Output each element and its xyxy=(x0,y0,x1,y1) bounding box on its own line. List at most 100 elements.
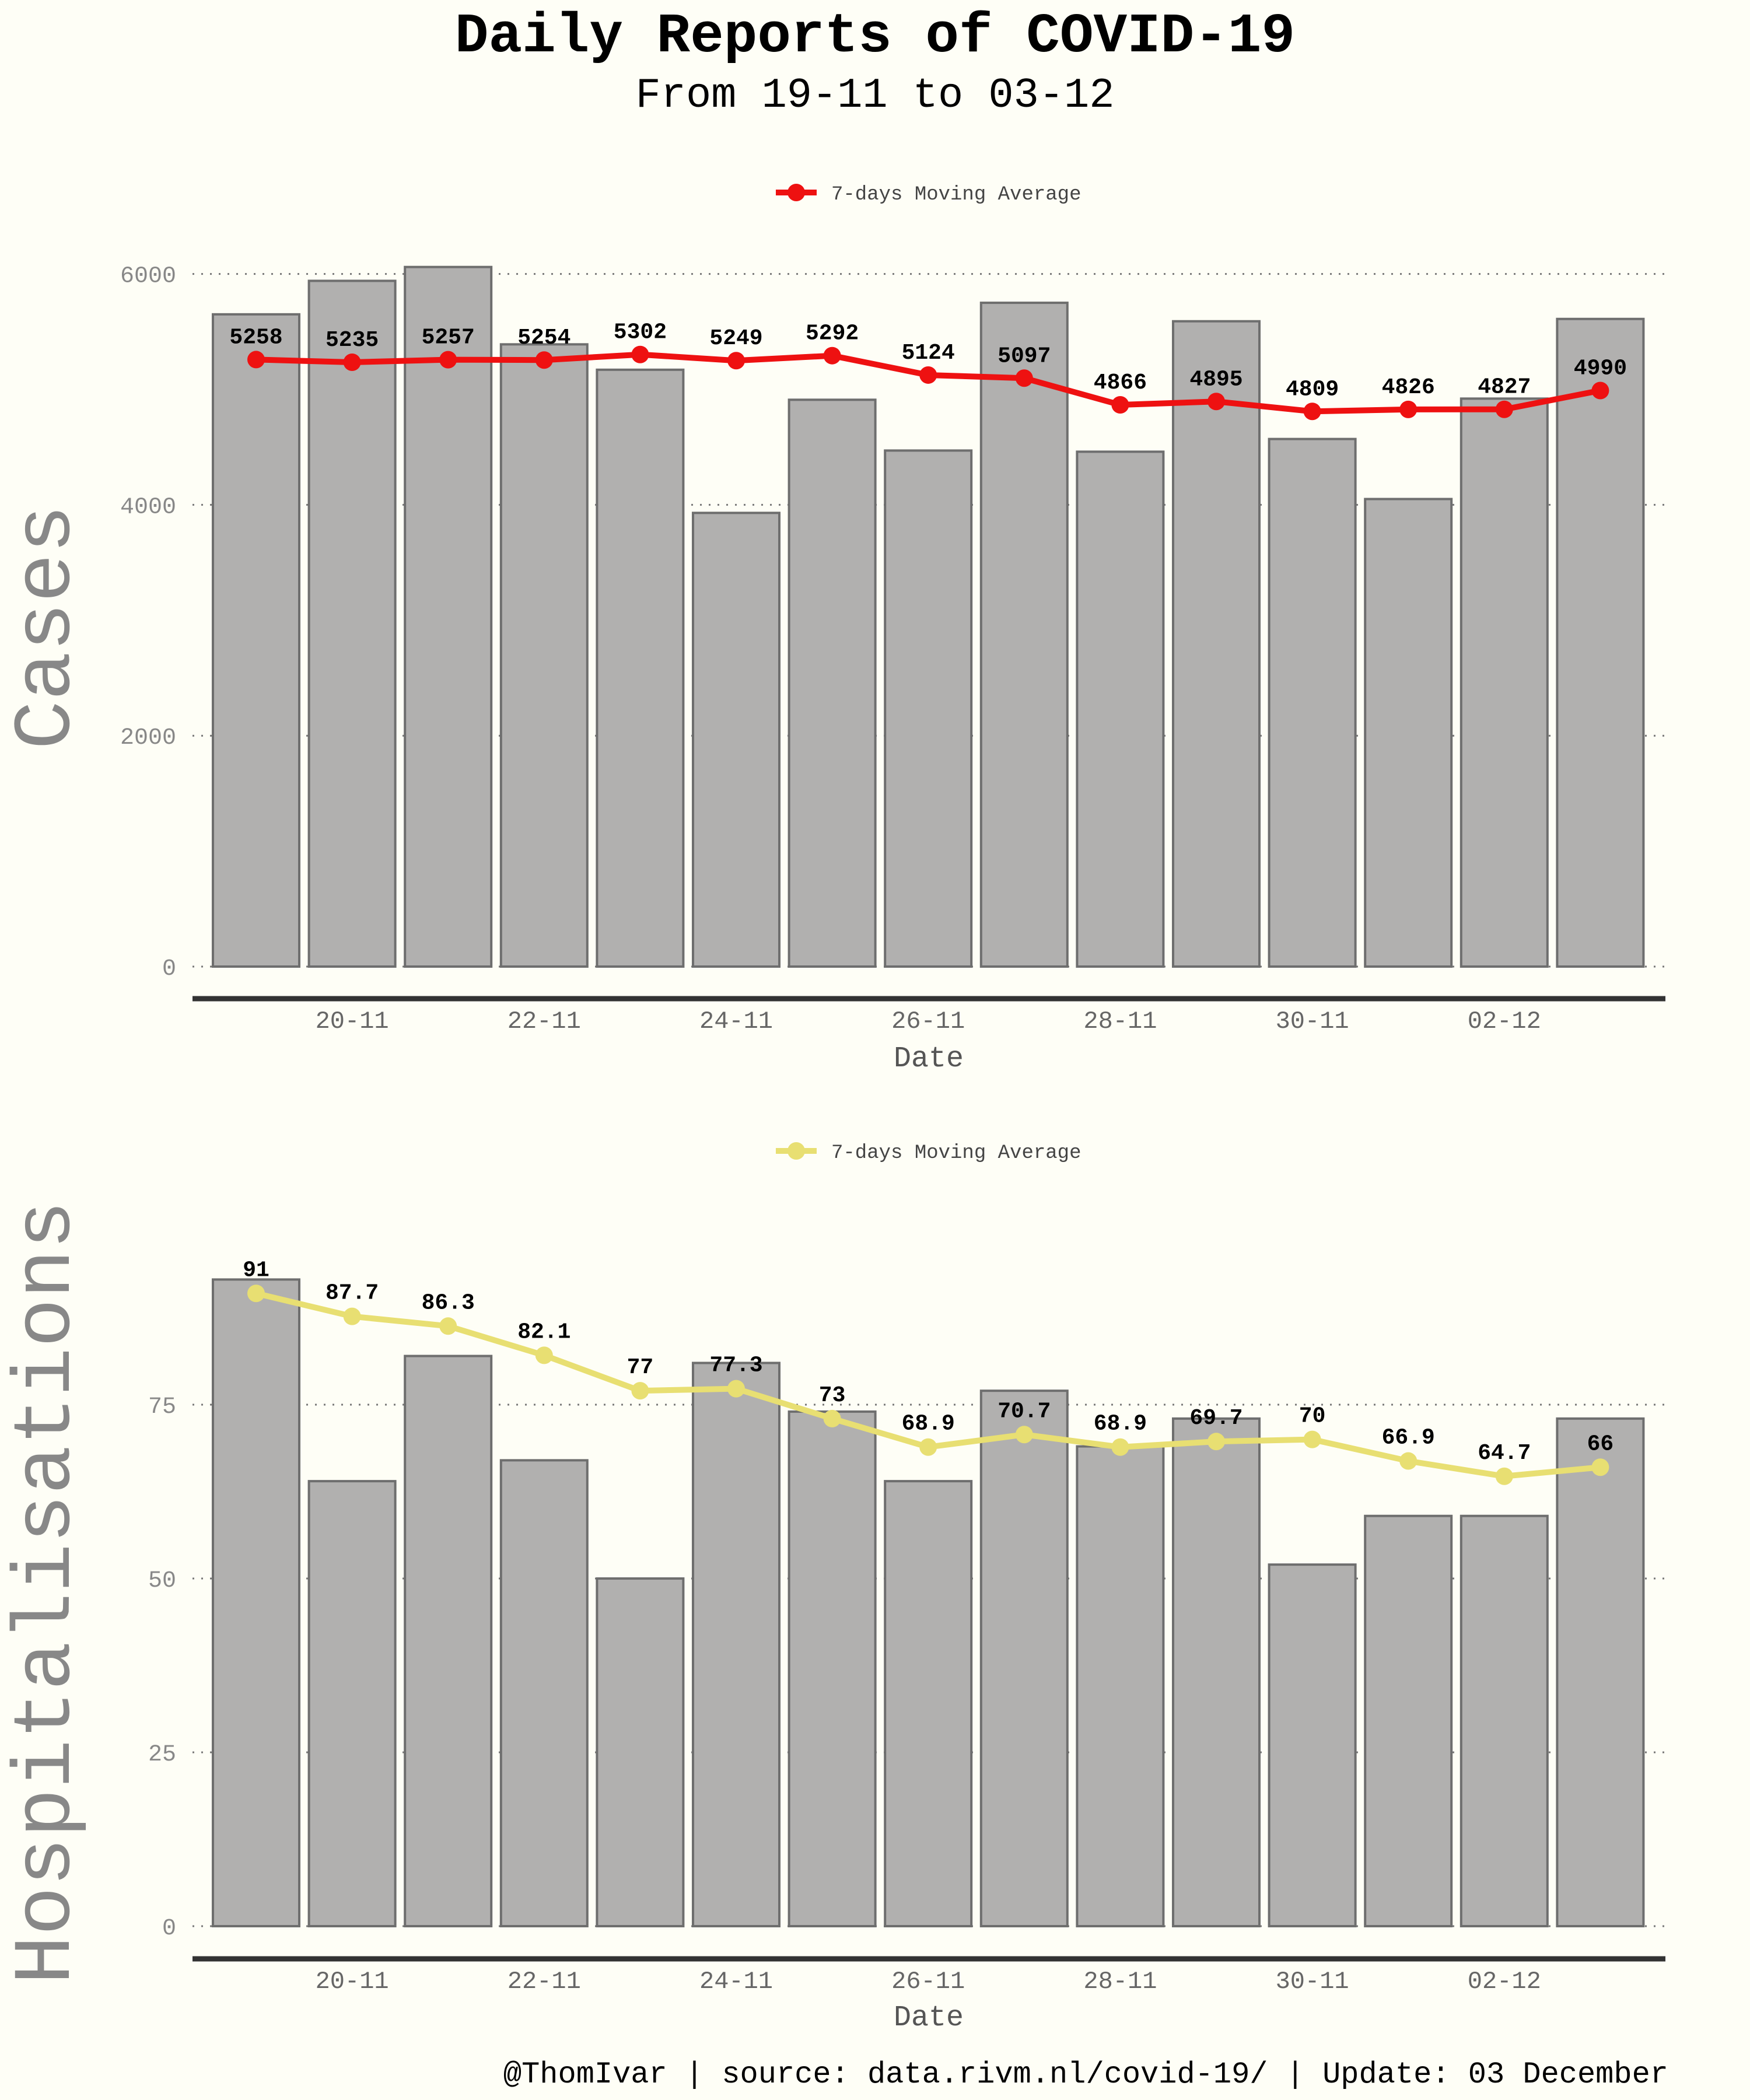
data-label: 77.3 xyxy=(709,1353,762,1378)
data-label: 77 xyxy=(627,1355,654,1380)
data-label: 5254 xyxy=(517,326,570,351)
bar-24-11 xyxy=(692,1362,780,1927)
y-tick-label: 0 xyxy=(162,956,176,982)
moving-average-point xyxy=(1591,382,1609,400)
y-tick-label: 6000 xyxy=(120,264,176,290)
bar-26-11 xyxy=(884,1480,973,1928)
data-label: 5235 xyxy=(326,328,379,353)
bar-30-11 xyxy=(1268,438,1357,968)
data-label: 69.7 xyxy=(1189,1406,1242,1431)
moving-average-point xyxy=(727,1380,745,1398)
x-tick-label: 28-11 xyxy=(1083,1968,1157,1996)
moving-average-point xyxy=(1111,1438,1129,1456)
moving-average-point xyxy=(1111,396,1129,414)
moving-average-point xyxy=(1208,1433,1225,1451)
moving-average-point xyxy=(535,1346,553,1364)
data-label: 5258 xyxy=(229,325,282,350)
moving-average-point xyxy=(1495,400,1513,418)
moving-average-point xyxy=(247,1284,265,1303)
hospitalisations-panel: 0 25 50 75 20-11 22-11 24-11 26-11 28-11 30-11 02-… xyxy=(1,1142,1665,2035)
legend-label: 7-days Moving Average xyxy=(831,1142,1081,1164)
data-label: 4866 xyxy=(1094,370,1147,396)
moving-average-point xyxy=(1303,1430,1321,1448)
moving-average-point xyxy=(919,1438,937,1456)
bar-03-12 xyxy=(1556,317,1645,968)
y-axis-label: Hospitalisations xyxy=(1,1200,94,1985)
bar-29-11 xyxy=(1172,320,1261,968)
bar-19-11 xyxy=(212,313,300,968)
data-label: 5097 xyxy=(998,344,1051,369)
moving-average-point xyxy=(1495,1467,1513,1485)
data-label: 70 xyxy=(1299,1404,1326,1429)
bar-21-11 xyxy=(404,1354,493,1928)
bar-23-11 xyxy=(596,1577,685,1927)
moving-average-point xyxy=(439,351,457,369)
moving-average-point xyxy=(1399,400,1418,418)
data-label: 86.3 xyxy=(422,1290,475,1315)
figure-title: Daily Reports of COVID-19 xyxy=(455,5,1295,68)
moving-average-point xyxy=(1591,1458,1609,1476)
y-axis-label: Cases xyxy=(1,505,94,750)
y-tick-label: 0 xyxy=(162,1916,176,1942)
bar-25-11 xyxy=(788,398,877,968)
data-label: 91 xyxy=(243,1258,270,1283)
x-tick-label: 30-11 xyxy=(1276,1007,1349,1035)
data-label: 66.9 xyxy=(1382,1426,1435,1451)
moving-average-point xyxy=(631,345,649,363)
x-axis-label: Date xyxy=(894,1042,964,1076)
data-label: 4895 xyxy=(1189,367,1242,392)
moving-average-point xyxy=(343,353,361,371)
x-tick-label: 30-11 xyxy=(1276,1968,1349,1996)
data-label: 68.9 xyxy=(902,1412,955,1437)
bar-23-11 xyxy=(596,368,685,968)
x-tick-label: 02-12 xyxy=(1468,1007,1541,1035)
y-tick-label: 4000 xyxy=(120,494,176,520)
bar-21-11 xyxy=(404,265,493,968)
moving-average-point xyxy=(1015,369,1033,387)
x-tick-label: 20-11 xyxy=(316,1007,389,1035)
y-tick-label: 25 xyxy=(148,1742,176,1768)
x-tick-label: 26-11 xyxy=(891,1968,965,1996)
data-label: 73 xyxy=(819,1383,846,1408)
bar-20-11 xyxy=(307,279,397,968)
x-tick-label: 22-11 xyxy=(508,1007,581,1035)
moving-average-point xyxy=(823,346,841,365)
moving-average-point xyxy=(1208,393,1225,411)
bar-02-12 xyxy=(1460,397,1549,968)
bar-22-11 xyxy=(499,1459,589,1928)
legend-label: 7-days Moving Average xyxy=(831,184,1081,206)
bar-26-11 xyxy=(884,449,973,968)
data-label: 82.1 xyxy=(517,1320,570,1345)
x-tick-label: 20-11 xyxy=(316,1968,389,1996)
data-label: 5302 xyxy=(614,320,667,345)
moving-average-point xyxy=(823,1409,841,1427)
bar-01-12 xyxy=(1364,1514,1453,1927)
bar-01-12 xyxy=(1364,498,1453,968)
data-label: 5257 xyxy=(422,326,475,351)
data-label: 87.7 xyxy=(326,1281,379,1306)
moving-average-point xyxy=(631,1382,649,1400)
data-label: 4827 xyxy=(1478,375,1531,400)
y-tick-label: 50 xyxy=(148,1568,176,1594)
bar-28-11 xyxy=(1076,1445,1165,1927)
bar-19-11 xyxy=(212,1278,300,1927)
bar-27-11 xyxy=(979,302,1069,968)
moving-average-point xyxy=(727,352,745,370)
moving-average-point xyxy=(343,1307,361,1325)
y-tick-label: 75 xyxy=(148,1394,176,1420)
x-axis-label: Date xyxy=(894,2001,964,2035)
bar-24-11 xyxy=(692,512,780,968)
data-label: 70.7 xyxy=(998,1399,1051,1424)
x-tick-label: 22-11 xyxy=(508,1968,581,1996)
legend-marker xyxy=(788,1142,805,1160)
data-label: 5249 xyxy=(709,326,762,351)
figure-subtitle: From 19-11 to 03-12 xyxy=(636,72,1115,120)
bar-02-12 xyxy=(1460,1514,1549,1927)
moving-average-point xyxy=(1015,1426,1033,1444)
x-tick-label: 26-11 xyxy=(891,1007,965,1035)
moving-average-point xyxy=(919,366,937,384)
moving-average-point xyxy=(535,351,553,369)
y-tick-label: 2000 xyxy=(120,725,176,751)
